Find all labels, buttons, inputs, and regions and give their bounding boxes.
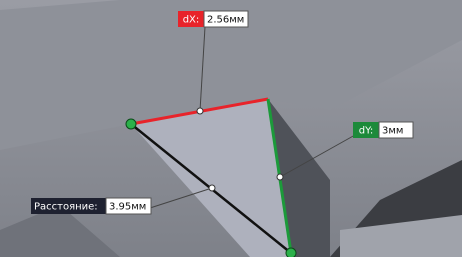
dx-value: 2.56мм [207,15,244,26]
dy-midpoint [277,174,283,180]
dy-label: dY: [359,126,374,137]
cad-viewport: dX: 2.56мм dY: 3мм Расстояние: 3.95мм [0,0,462,257]
point-start[interactable] [126,119,136,129]
distance-midpoint [209,185,215,191]
dx-label: dX: [183,15,200,26]
dy-value: 3мм [382,126,403,137]
dx-midpoint [197,108,203,114]
distance-label: Расстояние: [34,202,98,213]
point-end[interactable] [286,248,296,257]
distance-value: 3.95мм [109,202,146,213]
